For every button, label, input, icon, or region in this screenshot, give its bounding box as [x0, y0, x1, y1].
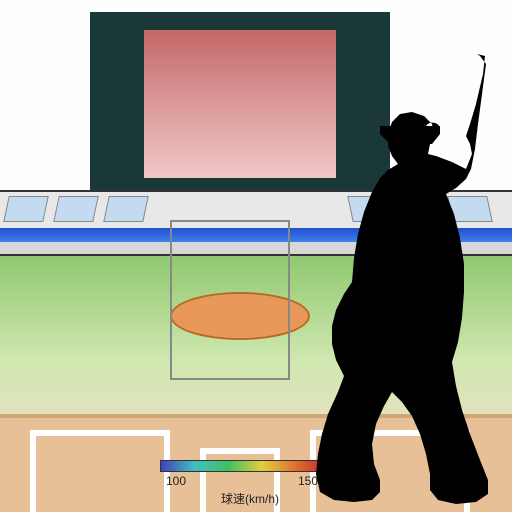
batter-silhouette	[280, 54, 512, 510]
stand-window	[103, 196, 149, 222]
batters-box-line	[30, 430, 36, 512]
stand-window	[53, 196, 99, 222]
batters-box-line	[30, 430, 170, 436]
stand-window	[3, 196, 49, 222]
home-plate-line	[200, 448, 280, 454]
velocity-tick-min: 100	[166, 474, 186, 488]
strike-zone-box	[170, 220, 290, 380]
